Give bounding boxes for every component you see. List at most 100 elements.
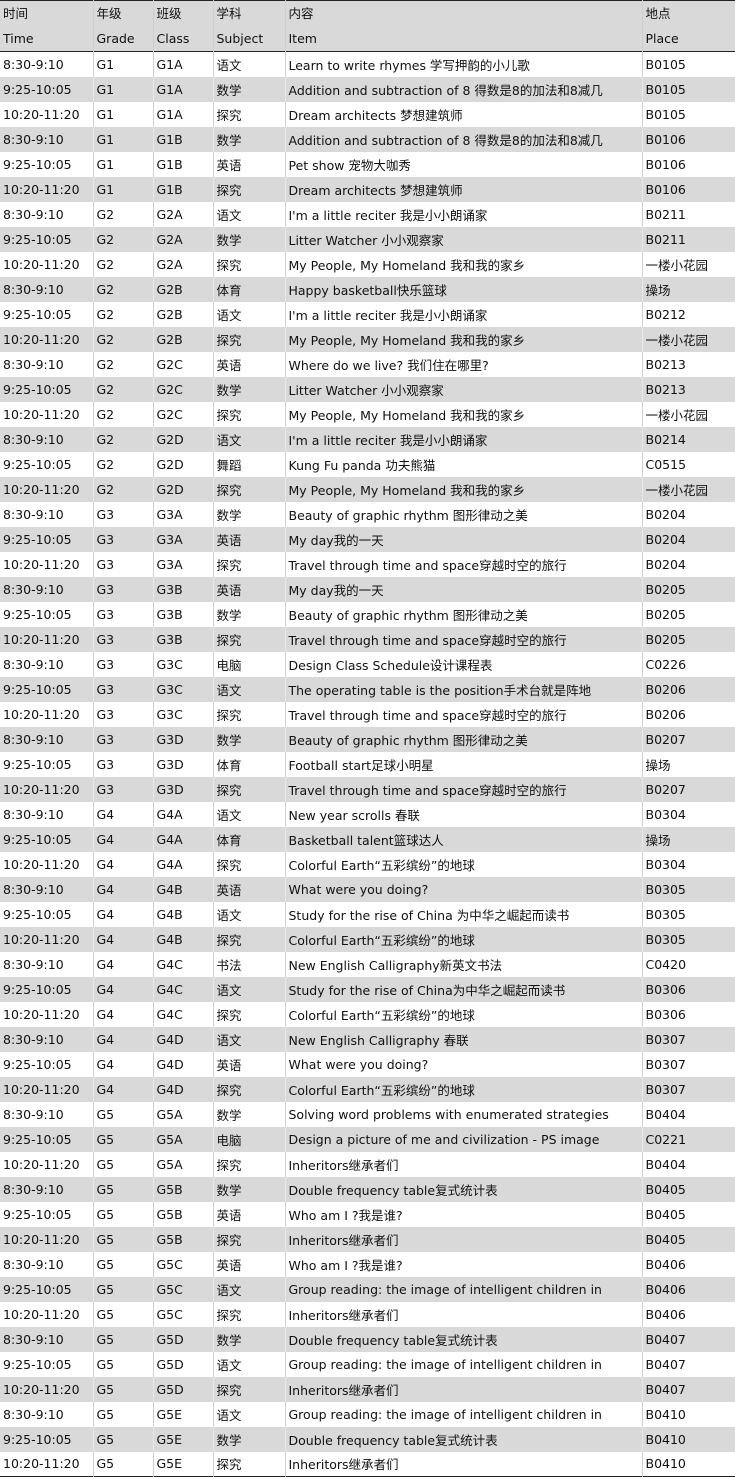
- cell-time: 10:20-11:20: [0, 702, 93, 727]
- cell-class: G5C: [153, 1302, 213, 1327]
- cell-subject: 数学: [213, 1177, 285, 1202]
- cell-time: 10:20-11:20: [0, 627, 93, 652]
- header-place-zh: 地点: [646, 1, 735, 26]
- cell-grade: G3: [93, 502, 153, 527]
- cell-place: B0106: [642, 127, 735, 152]
- cell-class: G4C: [153, 952, 213, 977]
- cell-subject: 英语: [213, 877, 285, 902]
- cell-grade: G2: [93, 452, 153, 477]
- cell-place: 一楼小花园: [642, 252, 735, 277]
- cell-place: B0205: [642, 627, 735, 652]
- cell-subject: 探究: [213, 102, 285, 127]
- cell-subject: 语文: [213, 52, 285, 77]
- cell-subject: 探究: [213, 477, 285, 502]
- cell-class: G5C: [153, 1252, 213, 1277]
- cell-subject: 探究: [213, 1302, 285, 1327]
- cell-item: Double frequency table复式统计表: [285, 1177, 642, 1202]
- cell-grade: G3: [93, 552, 153, 577]
- cell-item: Dream architects 梦想建筑师: [285, 102, 642, 127]
- cell-time: 8:30-9:10: [0, 277, 93, 302]
- cell-place: 一楼小花园: [642, 327, 735, 352]
- cell-class: G2C: [153, 402, 213, 427]
- cell-grade: G4: [93, 1002, 153, 1027]
- header-item-zh: 内容: [289, 1, 642, 26]
- header-grade-zh: 年级: [97, 1, 153, 26]
- cell-place: B0407: [642, 1327, 735, 1352]
- cell-item: Colorful Earth“五彩缤纷”的地球: [285, 852, 642, 877]
- cell-item: Beauty of graphic rhythm 图形律动之美: [285, 727, 642, 752]
- cell-place: 一楼小花园: [642, 477, 735, 502]
- cell-class: G4B: [153, 877, 213, 902]
- cell-place: B0304: [642, 802, 735, 827]
- cell-item: Colorful Earth“五彩缤纷”的地球: [285, 1002, 642, 1027]
- cell-grade: G4: [93, 952, 153, 977]
- cell-grade: G4: [93, 802, 153, 827]
- cell-class: G4D: [153, 1027, 213, 1052]
- cell-item: Study for the rise of China为中华之崛起而读书: [285, 977, 642, 1002]
- cell-class: G3B: [153, 602, 213, 627]
- cell-item: Addition and subtraction of 8 得数是8的加法和8减…: [285, 77, 642, 102]
- cell-subject: 英语: [213, 152, 285, 177]
- cell-grade: G3: [93, 727, 153, 752]
- cell-grade: G5: [93, 1152, 153, 1177]
- cell-item: Beauty of graphic rhythm 图形律动之美: [285, 502, 642, 527]
- cell-time: 8:30-9:10: [0, 352, 93, 377]
- cell-item: Design a picture of me and civilization …: [285, 1127, 642, 1152]
- cell-time: 10:20-11:20: [0, 1002, 93, 1027]
- cell-place: B0305: [642, 877, 735, 902]
- cell-subject: 舞蹈: [213, 452, 285, 477]
- cell-class: G2C: [153, 352, 213, 377]
- cell-subject: 探究: [213, 1002, 285, 1027]
- cell-item: My People, My Homeland 我和我的家乡: [285, 327, 642, 352]
- cell-class: G5B: [153, 1202, 213, 1227]
- header-item-en: Item: [289, 26, 642, 51]
- cell-grade: G5: [93, 1202, 153, 1227]
- cell-place: B0410: [642, 1402, 735, 1427]
- cell-time: 8:30-9:10: [0, 577, 93, 602]
- cell-item: Travel through time and space穿越时空的旅行: [285, 552, 642, 577]
- cell-item: Colorful Earth“五彩缤纷”的地球: [285, 1077, 642, 1102]
- cell-item: Kung Fu panda 功夫熊猫: [285, 452, 642, 477]
- cell-item: Pet show 宠物大咖秀: [285, 152, 642, 177]
- cell-grade: G3: [93, 702, 153, 727]
- cell-subject: 探究: [213, 702, 285, 727]
- cell-time: 10:20-11:20: [0, 777, 93, 802]
- cell-grade: G5: [93, 1452, 153, 1477]
- cell-item: My day我的一天: [285, 577, 642, 602]
- cell-time: 10:20-11:20: [0, 1227, 93, 1252]
- cell-class: G1B: [153, 127, 213, 152]
- cell-subject: 英语: [213, 527, 285, 552]
- cell-class: G2D: [153, 427, 213, 452]
- cell-item: Group reading: the image of intelligent …: [285, 1277, 642, 1302]
- cell-time: 9:25-10:05: [0, 1052, 93, 1077]
- cell-grade: G5: [93, 1302, 153, 1327]
- cell-place: B0206: [642, 677, 735, 702]
- cell-grade: G3: [93, 752, 153, 777]
- cell-class: G4D: [153, 1052, 213, 1077]
- cell-subject: 语文: [213, 977, 285, 1002]
- cell-item: Litter Watcher 小小观察家: [285, 227, 642, 252]
- cell-grade: G3: [93, 577, 153, 602]
- cell-item: Inheritors继承者们: [285, 1302, 642, 1327]
- cell-grade: G2: [93, 477, 153, 502]
- cell-item: Where do we live? 我们住在哪里?: [285, 352, 642, 377]
- cell-class: G5A: [153, 1102, 213, 1127]
- cell-time: 8:30-9:10: [0, 427, 93, 452]
- cell-time: 9:25-10:05: [0, 677, 93, 702]
